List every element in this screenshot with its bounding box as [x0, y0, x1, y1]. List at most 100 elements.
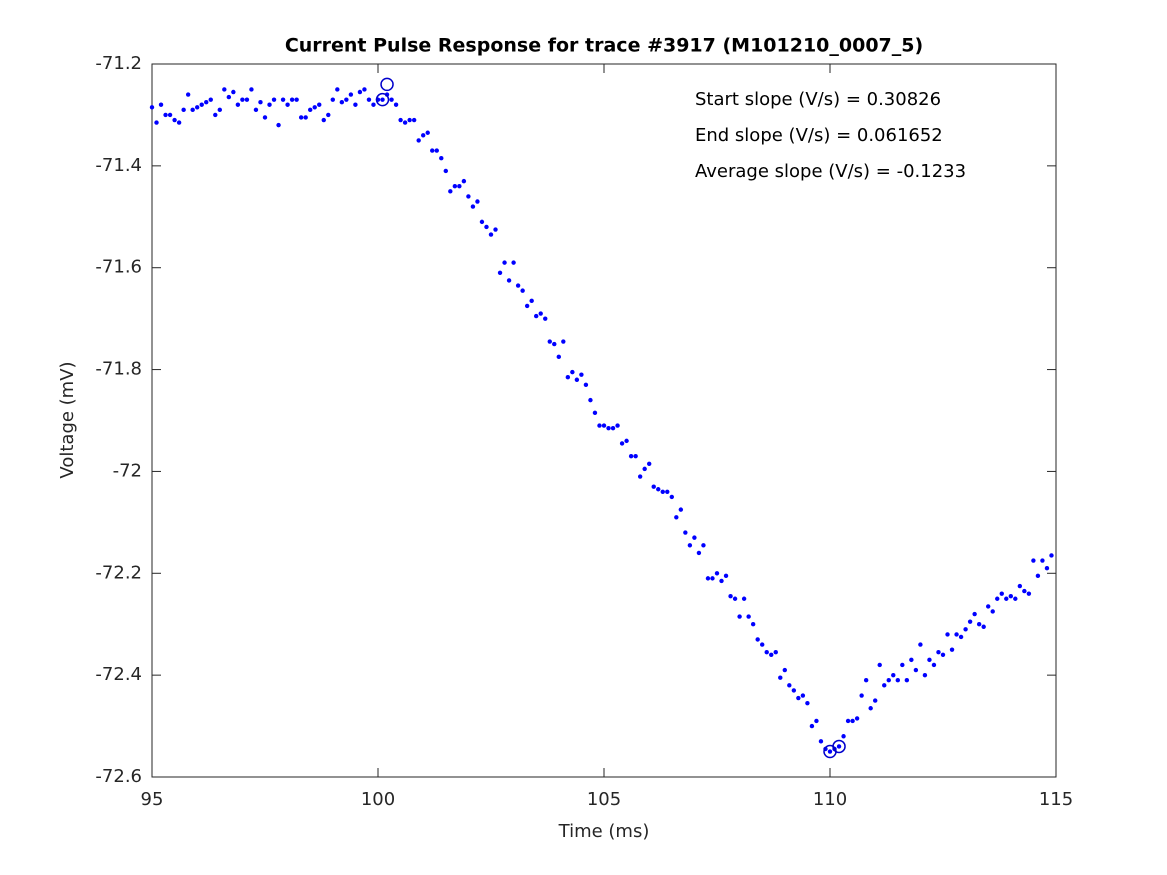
data-point: [782, 667, 787, 673]
data-point: [493, 227, 498, 232]
data-point: [348, 92, 354, 97]
data-point: [719, 578, 724, 584]
data-point: [732, 596, 738, 601]
data-point: [900, 662, 905, 668]
y-tick-label: -71.2: [95, 53, 142, 74]
data-point: [764, 650, 769, 655]
data-point: [298, 115, 304, 120]
data-point: [773, 650, 778, 655]
data-point: [411, 117, 417, 123]
data-point: [439, 156, 444, 161]
x-tick-label: 115: [1039, 789, 1073, 810]
data-point: [633, 453, 638, 459]
data-point: [357, 89, 363, 95]
data-point: [999, 591, 1004, 596]
data-point: [981, 624, 986, 629]
highlight-marker: [380, 77, 394, 92]
data-point: [692, 535, 697, 540]
data-point: [484, 224, 489, 230]
data-point: [570, 369, 575, 375]
data-point: [814, 718, 819, 724]
data-point: [380, 97, 385, 102]
data-point: [904, 678, 910, 683]
data-point: [931, 662, 937, 668]
data-point: [728, 594, 733, 599]
data-point: [479, 219, 485, 225]
data-point: [886, 678, 891, 683]
data-point: [746, 614, 751, 619]
data-point: [873, 698, 878, 703]
data-point: [954, 632, 959, 637]
data-point: [737, 614, 742, 619]
data-point: [877, 662, 882, 668]
data-point: [787, 683, 792, 688]
data-point: [529, 298, 534, 304]
data-point: [1004, 596, 1009, 601]
data-point: [891, 672, 896, 678]
data-point: [407, 117, 412, 123]
data-point: [402, 120, 408, 125]
data-point: [940, 652, 946, 657]
data-point: [470, 204, 476, 209]
data-point: [253, 107, 259, 113]
annotation: Start slope (V/s) = 0.30826: [695, 89, 941, 110]
highlight-marker: [832, 739, 846, 754]
data-point: [235, 102, 241, 107]
annotation: End slope (V/s) = 0.061652: [695, 125, 943, 146]
data-point: [213, 112, 218, 118]
data-point: [520, 288, 525, 293]
data-point: [294, 97, 299, 102]
data-point: [362, 87, 367, 92]
data-point: [267, 102, 272, 107]
data-point: [854, 716, 860, 721]
data-point: [430, 148, 435, 153]
data-point: [416, 138, 421, 143]
data-point: [1017, 583, 1023, 589]
data-point: [583, 382, 589, 388]
data-point: [185, 92, 191, 97]
data-point: [226, 94, 232, 100]
data-point: [421, 133, 426, 138]
data-point: [836, 744, 842, 749]
data-point: [506, 278, 512, 283]
data-point: [389, 97, 394, 102]
data-point: [488, 232, 494, 237]
data-point: [850, 718, 855, 724]
data-point: [534, 313, 539, 319]
data-point: [154, 120, 159, 125]
data-point: [398, 117, 403, 123]
data-point: [217, 107, 222, 113]
data-point: [601, 423, 607, 428]
data-point: [818, 739, 824, 744]
y-tick-label: -72.4: [95, 664, 142, 685]
x-tick-label: 110: [813, 789, 847, 810]
data-point: [452, 184, 458, 189]
data-point: [289, 97, 295, 102]
data-point: [321, 117, 326, 123]
x-tick-label: 95: [141, 789, 164, 810]
data-point: [588, 397, 593, 403]
data-point: [687, 543, 693, 548]
annotation: Average slope (V/s) = -0.1233: [695, 161, 966, 182]
data-point: [963, 627, 968, 632]
data-point: [308, 107, 313, 113]
data-point: [610, 425, 616, 431]
data-point: [574, 377, 580, 382]
data-point: [696, 550, 702, 556]
data-point: [190, 107, 195, 113]
data-point: [710, 576, 715, 581]
data-point: [1040, 558, 1045, 563]
data-point: [665, 489, 670, 494]
data-point: [330, 97, 335, 102]
data-point: [443, 168, 448, 174]
data-point: [705, 576, 711, 581]
data-point: [827, 749, 833, 754]
data-point: [723, 573, 729, 579]
data-point: [448, 189, 453, 194]
data-point: [181, 107, 186, 113]
data-point: [466, 194, 471, 199]
data-point: [669, 494, 674, 500]
data-point: [868, 706, 873, 711]
x-axis-label: Time (ms): [558, 821, 650, 842]
data-point: [606, 425, 611, 431]
